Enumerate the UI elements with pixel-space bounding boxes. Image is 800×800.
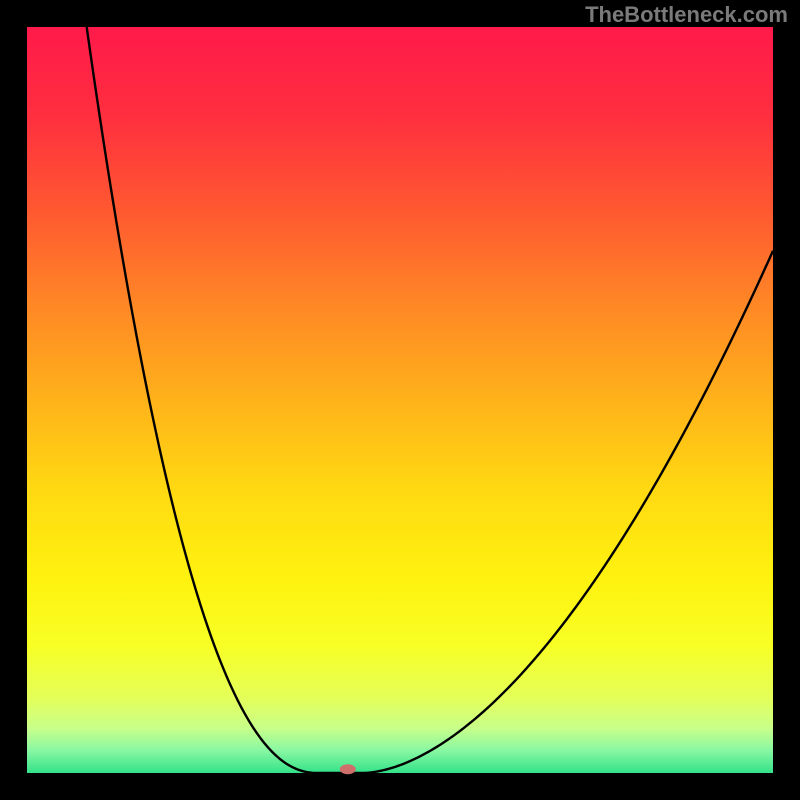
watermark-text: TheBottleneck.com (585, 2, 788, 28)
bottleneck-chart (0, 0, 800, 800)
plot-background (27, 27, 773, 773)
optimal-point-marker (340, 764, 356, 774)
image-container: TheBottleneck.com (0, 0, 800, 800)
